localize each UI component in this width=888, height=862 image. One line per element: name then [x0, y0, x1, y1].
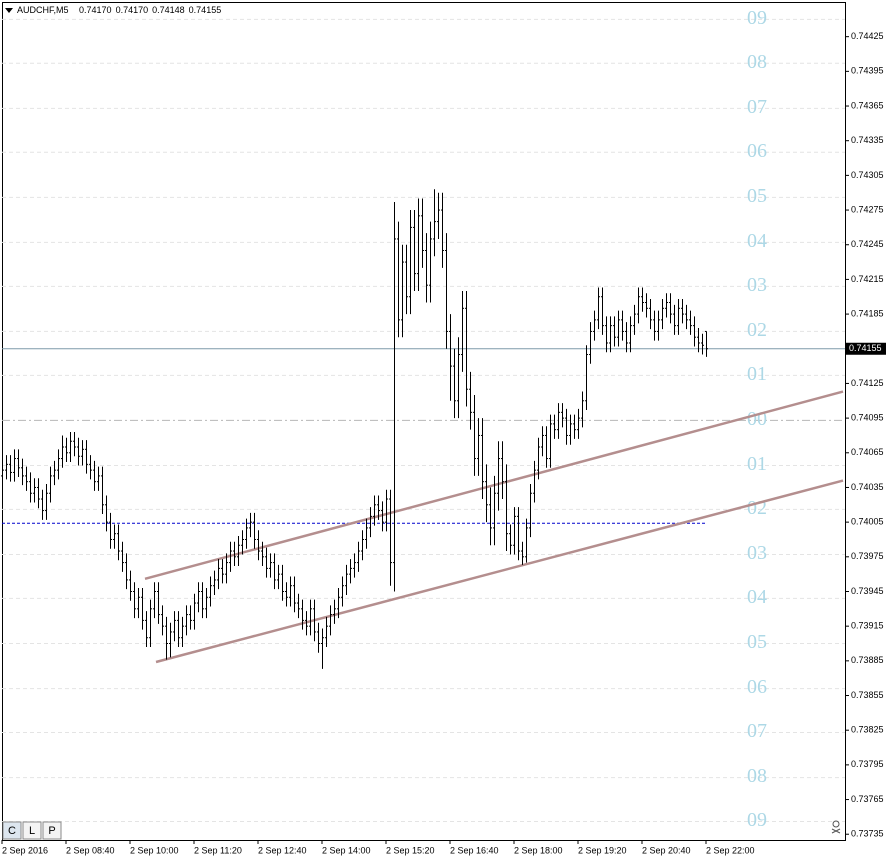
- y-tick-label: 0.73765: [851, 794, 884, 804]
- button-label[interactable]: L: [29, 825, 35, 837]
- bars: [1, 189, 708, 669]
- y-tick-label: 0.74365: [851, 100, 884, 110]
- y-tick-label: 0.74065: [851, 447, 884, 457]
- symbol: AUDCHF,M5: [17, 5, 69, 15]
- header-arrow: [5, 8, 13, 13]
- y-tick-label: 0.74275: [851, 204, 884, 214]
- level-label: 02: [747, 319, 767, 341]
- level-label: 04: [747, 230, 767, 252]
- bid-label-box: [846, 342, 886, 355]
- y-tick-label: 0.74245: [851, 239, 884, 249]
- y-tick-label: 0.73885: [851, 655, 884, 665]
- y-tick-label: 0.74215: [851, 274, 884, 284]
- button[interactable]: [42, 821, 62, 840]
- header: AUDCHF,M5 0.74170 0.74170 0.74148 0.74155: [17, 5, 221, 15]
- level-label: 07: [747, 720, 767, 742]
- level-label: 06: [747, 140, 767, 162]
- y-tick-label: 0.73915: [851, 621, 884, 631]
- y-tick-label: 0.73825: [851, 725, 884, 735]
- y-tick-label: 0.74305: [851, 170, 884, 180]
- level-label: 04: [747, 586, 767, 608]
- level-label: 03: [747, 274, 767, 296]
- level-label: 01: [747, 453, 767, 475]
- level-label: 01: [747, 363, 767, 385]
- x-tick-label: 2 Sep 2016: [2, 845, 48, 855]
- level-label: 08: [747, 51, 767, 73]
- button-label[interactable]: P: [48, 825, 55, 837]
- y-tick-label: 0.74335: [851, 135, 884, 145]
- y-tick-label: 0.74185: [851, 308, 884, 318]
- level-label: 06: [747, 676, 767, 698]
- x-tick-label: 2 Sep 22:00: [706, 845, 755, 855]
- x-tick-label: 2 Sep 20:40: [642, 845, 691, 855]
- level-label: 05: [747, 185, 767, 207]
- bid-label: 0.74155: [849, 343, 882, 353]
- header-value: 0.74170: [79, 5, 112, 15]
- level-label: 00: [747, 408, 767, 430]
- y-tick-label: 0.74125: [851, 378, 884, 388]
- x-tick-label: 2 Sep 12:40: [258, 845, 307, 855]
- button[interactable]: [2, 821, 22, 840]
- level-label: 08: [747, 765, 767, 787]
- y-tick-label: 0.73945: [851, 586, 884, 596]
- level-label: 09: [747, 7, 767, 29]
- y-tick-label: 0.73735: [851, 829, 884, 839]
- level-label: 03: [747, 542, 767, 564]
- y-tick-label: 0.74395: [851, 66, 884, 76]
- x-tick-label: 2 Sep 08:40: [66, 845, 115, 855]
- y-tick-label: 0.73795: [851, 759, 884, 769]
- button[interactable]: [22, 821, 42, 840]
- level-label: 05: [747, 631, 767, 653]
- button-label[interactable]: C: [8, 825, 16, 837]
- level-label: 09: [747, 809, 767, 831]
- header-value: 0.74155: [189, 5, 222, 15]
- level-label: 07: [747, 96, 767, 118]
- x-tick-label: 2 Sep 10:00: [130, 845, 179, 855]
- y-tick-label: 0.74035: [851, 482, 884, 492]
- y-tick-label: 0.74005: [851, 517, 884, 527]
- x-tick-label: 2 Sep 14:00: [322, 845, 371, 855]
- x-tick-label: 2 Sep 16:40: [450, 845, 499, 855]
- y-tick-label: 0.74425: [851, 31, 884, 41]
- corner-icon: [831, 820, 841, 834]
- plot-frame: [2, 2, 846, 841]
- y-tick-label: 0.73855: [851, 690, 884, 700]
- x-tick-label: 2 Sep 15:20: [386, 845, 435, 855]
- header-value: 0.74170: [116, 5, 149, 15]
- x-tick-label: 2 Sep 18:00: [514, 845, 563, 855]
- y-tick-label: 0.73975: [851, 551, 884, 561]
- trend-line: [155, 479, 844, 664]
- header-value: 0.74148: [152, 5, 185, 15]
- x-tick-label: 2 Sep 19:20: [578, 845, 627, 855]
- y-tick-label: 0.74095: [851, 412, 884, 422]
- x-tick-label: 2 Sep 11:20: [194, 845, 242, 855]
